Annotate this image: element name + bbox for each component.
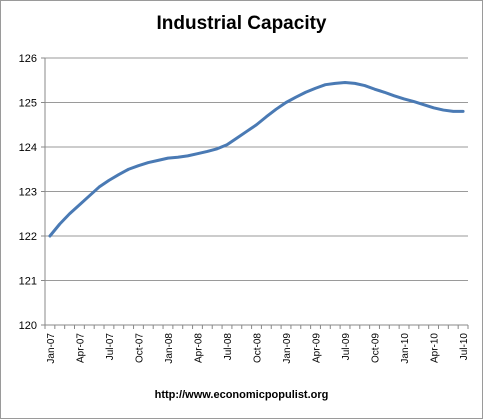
- chart-title: Industrial Capacity: [156, 13, 327, 34]
- series-layer: [48, 80, 465, 238]
- x-tick-label: Apr-10: [430, 333, 441, 363]
- x-tick-label: Oct-09: [371, 333, 382, 363]
- y-tick-labels: 120 121 122 123 124 125 126: [19, 53, 37, 332]
- x-tick-label: Jul-09: [341, 333, 352, 361]
- x-tick-label: Jan-07: [46, 333, 57, 364]
- y-tick-label: 123: [19, 187, 37, 199]
- series-line: [48, 80, 465, 238]
- x-tick-label: Apr-09: [312, 333, 323, 363]
- x-tick-label: Apr-08: [193, 333, 204, 363]
- x-tick-label: Oct-07: [134, 333, 145, 363]
- y-tick-label: 126: [19, 53, 37, 65]
- y-tick-label: 124: [19, 142, 37, 154]
- y-tick-label: 120: [19, 320, 37, 332]
- y-tick-label: 122: [19, 231, 37, 243]
- x-tick-label: Apr-07: [75, 333, 86, 363]
- x-tick-label: Jan-10: [400, 333, 411, 364]
- gridlines: [45, 57, 468, 281]
- x-tick-label: Jan-09: [282, 333, 293, 364]
- axes: [41, 57, 469, 329]
- x-tick-label: Jul-10: [459, 333, 470, 361]
- x-tick-label: Oct-08: [253, 333, 264, 363]
- x-tick-label: Jan-08: [164, 333, 175, 364]
- x-tick-labels: Jan-07 Apr-07 Jul-07 Oct-07 Jan-08 Apr-08 Jul-…: [46, 333, 470, 364]
- x-tick-label: Jul-07: [105, 333, 116, 361]
- x-tick-label: Jul-08: [223, 333, 234, 361]
- y-tick-label: 121: [19, 276, 37, 288]
- source-url: http://www.economicpopulist.org: [154, 389, 329, 401]
- y-tick-label: 125: [19, 98, 37, 110]
